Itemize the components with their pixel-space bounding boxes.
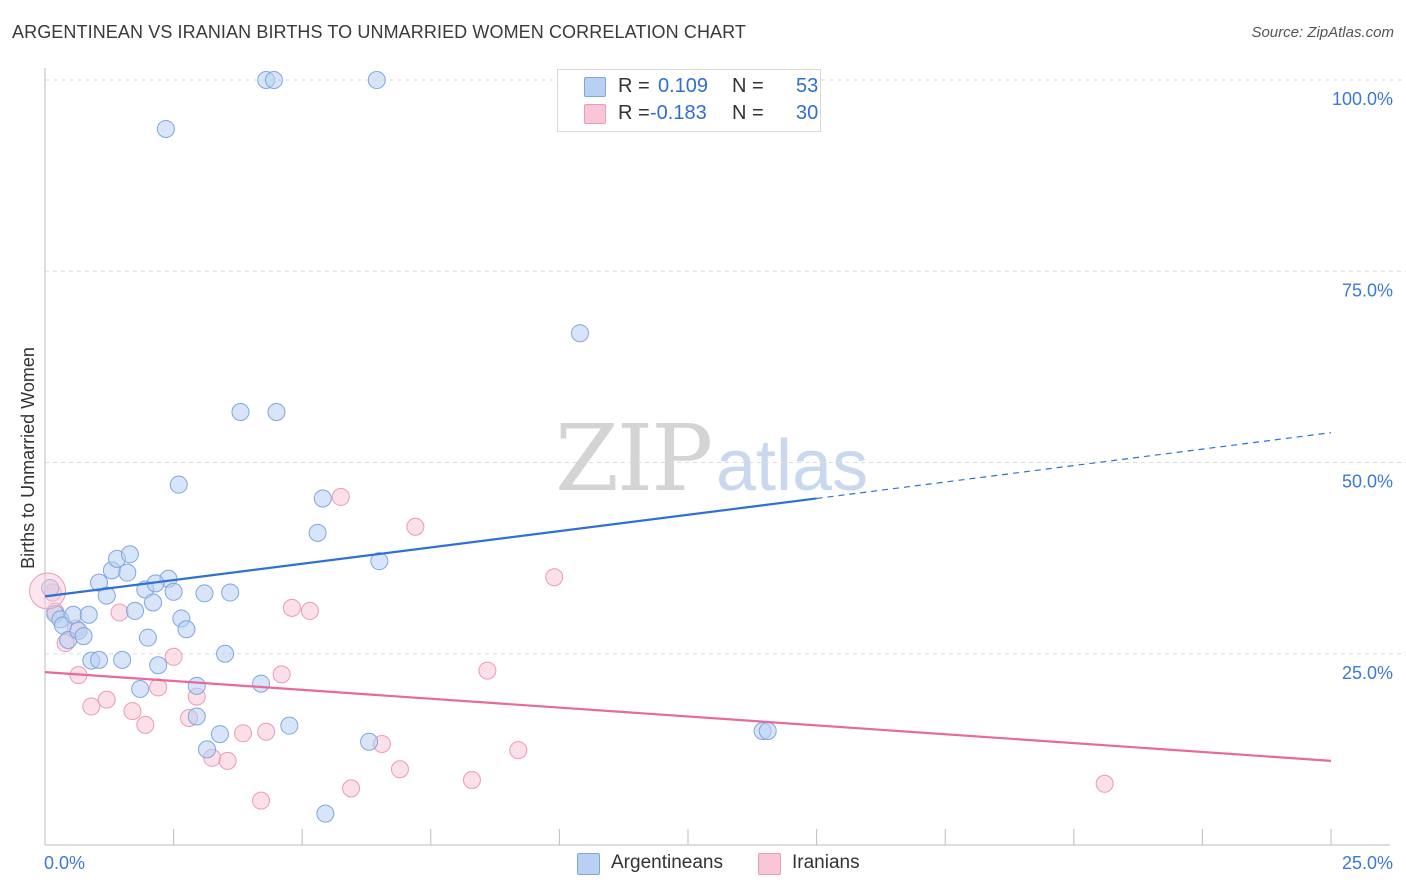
argentinean-point (169, 475, 188, 494)
argentinean-point (216, 644, 235, 663)
legend-swatch-pink (584, 104, 606, 124)
argentinean-point (97, 586, 116, 605)
iranian-point (390, 760, 409, 779)
iranian-point (509, 741, 528, 760)
argentinean-point (149, 656, 168, 675)
argentinean-point (164, 582, 183, 601)
argentinean-point (120, 545, 139, 564)
y-tick-label: 50.0% (1342, 472, 1393, 492)
iranian-point (331, 487, 350, 506)
watermark-atlas: atlas (716, 426, 868, 506)
argentinean-point (177, 620, 196, 639)
argentinean-point (252, 674, 271, 693)
bottom-legend-label: Argentineans (611, 852, 723, 873)
iranian-point (272, 665, 291, 684)
legend-n-label: N = (732, 75, 764, 97)
iranian-point (1095, 774, 1114, 793)
bottom-legend-label: Iranians (792, 852, 860, 873)
iranian-point (110, 603, 129, 622)
argentinean-point (131, 679, 150, 698)
argentinean-point (74, 627, 93, 646)
argentinean-point (79, 605, 98, 624)
argentinean-point (198, 740, 217, 759)
argentinean-point (118, 563, 137, 582)
argentinean-point (195, 584, 214, 603)
iranian-point (462, 770, 481, 789)
iranian-point-large (29, 572, 67, 610)
argentinean-point (264, 71, 283, 89)
iranian-point (164, 647, 183, 666)
argentinean-point (316, 804, 335, 823)
iranian-point (257, 722, 276, 741)
argentinean-trend-line (44, 497, 817, 598)
watermark-zip: ZIP (555, 405, 711, 512)
argentinean-point (64, 605, 83, 624)
argentinean-point (187, 707, 206, 726)
argentinean-point (138, 628, 157, 647)
legend-r-label: R = (618, 102, 650, 124)
argentinean-point (221, 583, 240, 602)
legend-n-value: 53 (796, 75, 819, 97)
iranian-point (282, 598, 301, 617)
argentinean-point (308, 523, 327, 542)
argentinean-point (280, 716, 299, 735)
legend-r-value: 0.109 (658, 75, 709, 97)
argentinean-point (313, 489, 332, 508)
argentinean-point (113, 650, 132, 669)
argentinean-trend-extension (816, 432, 1332, 500)
legend-r-value: -0.183 (650, 102, 707, 124)
y-tick-label: 25.0% (1342, 663, 1393, 683)
argentinean-point (126, 601, 145, 620)
argentinean-point (570, 324, 589, 343)
iranian-point (300, 601, 319, 620)
argentinean-point (144, 593, 163, 612)
y-axis-label: Births to Unmarried Women (18, 347, 38, 569)
iranian-point (136, 715, 155, 734)
legend-swatch-blue (584, 77, 606, 97)
argentinean-point (370, 552, 389, 571)
chart-title: ARGENTINEAN VS IRANIAN BIRTHS TO UNMARRI… (12, 22, 747, 42)
iranian-point (123, 702, 142, 721)
iranian-point (218, 751, 237, 770)
y-tick-label: 75.0% (1342, 280, 1393, 300)
legend-n-label: N = (732, 102, 764, 124)
argentinean-point (360, 732, 379, 751)
x-tick-label: 0.0% (44, 853, 85, 873)
source-credit: Source: ZipAtlas.com (1251, 24, 1394, 41)
argentinean-point (156, 119, 175, 138)
argentinean-point (367, 71, 386, 89)
argentinean-point (210, 725, 229, 744)
argentinean-point (90, 650, 109, 669)
iranian-trend-line (44, 671, 1332, 762)
iranian-point (252, 791, 271, 810)
iranian-point (234, 724, 253, 743)
iranian-point (406, 517, 425, 536)
correlation-legend: R = 0.109 N = 53 R = -0.183 N = 30 (557, 69, 821, 132)
iranian-point (97, 690, 116, 709)
argentinean-point (758, 722, 777, 741)
x-tick-label: 25.0% (1342, 853, 1393, 873)
legend-r-label: R = (618, 75, 650, 97)
bottom-legend-swatch-pink (758, 853, 781, 875)
iranian-point (149, 678, 168, 697)
legend-n-value: 30 (796, 102, 819, 124)
iranian-point (478, 661, 497, 680)
iranian-point (82, 697, 101, 716)
argentinean-point (267, 403, 286, 422)
argentinean-point (187, 676, 206, 695)
y-tick-label: 100.0% (1332, 89, 1393, 109)
iranian-point (545, 568, 564, 587)
bottom-legend-swatch-blue (577, 853, 600, 875)
argentinean-point (231, 403, 250, 422)
iranian-point (342, 779, 361, 798)
